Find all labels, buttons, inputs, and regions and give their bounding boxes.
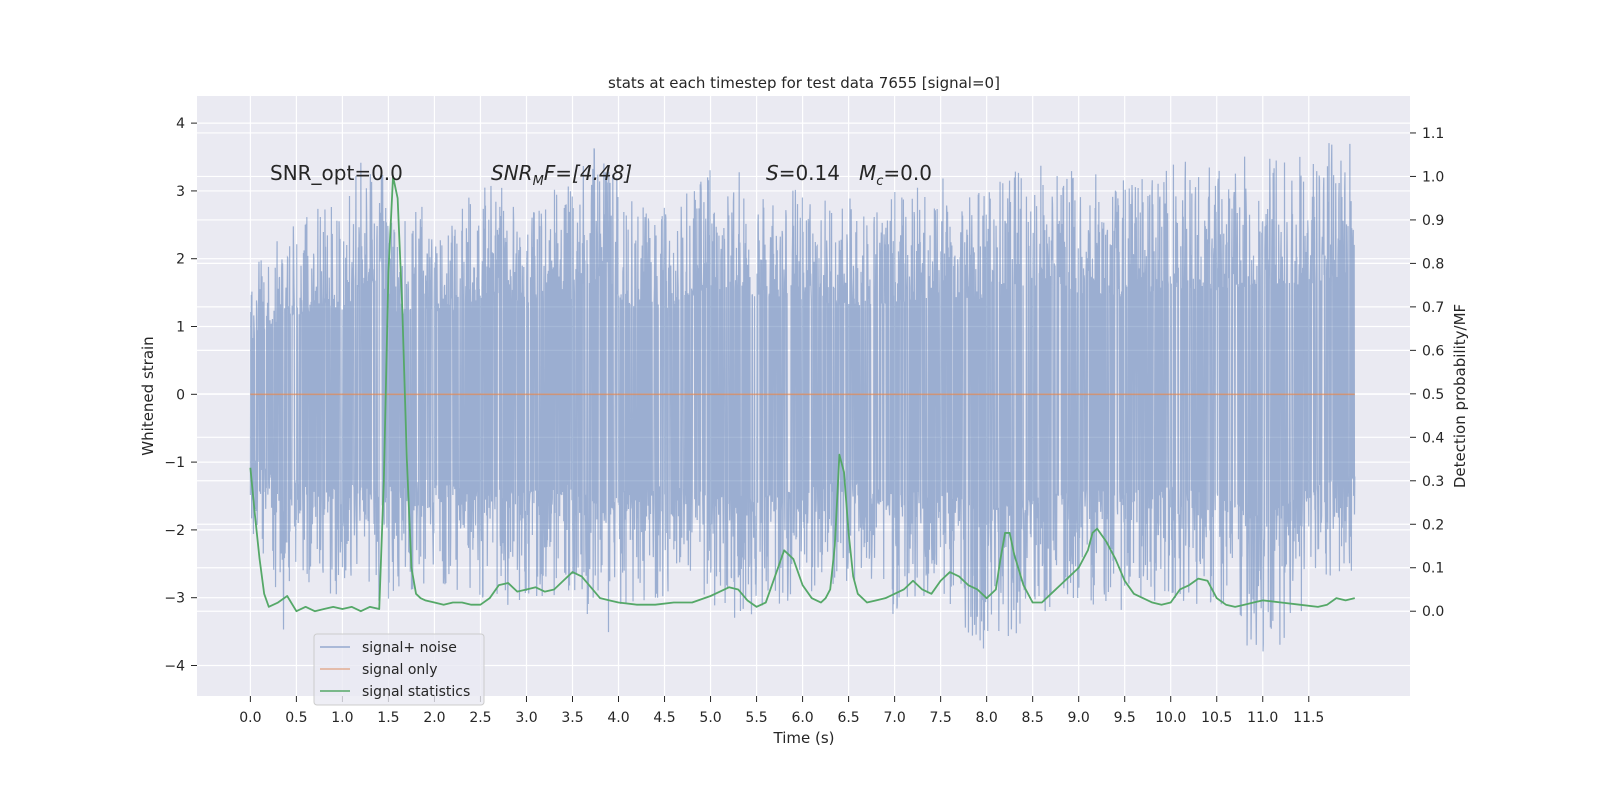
x-tick-label-16: 8.0 — [976, 710, 998, 726]
right-y-tick-label-1: 1.0 — [1422, 169, 1444, 185]
annotation-s-label: S — [766, 161, 779, 185]
right-y-tick-label-2: 0.9 — [1422, 213, 1444, 229]
x-tick-label-8: 4.0 — [607, 710, 629, 726]
legend-label-signal-statistics: signal statistics — [362, 684, 470, 700]
right-y-tick-label-6: 0.5 — [1422, 387, 1444, 403]
annotation-snr-opt: SNR_opt=0.0 — [270, 161, 403, 185]
x-tick-label-11: 5.5 — [745, 710, 767, 726]
legend-box — [313, 633, 485, 706]
x-tick-label-21: 10.5 — [1201, 710, 1232, 726]
x-tick-label-10: 5.0 — [699, 710, 721, 726]
signal-plus-noise-line — [249, 143, 1356, 652]
x-tick-label-20: 10.0 — [1155, 710, 1186, 726]
y-tick-label-4: 0 — [176, 387, 185, 403]
x-tick-label-18: 9.0 — [1068, 710, 1090, 726]
chart-title: stats at each timestep for test data 765… — [608, 74, 1000, 92]
annotation-mc-sub: c — [876, 174, 883, 189]
x-tick-label-19: 9.5 — [1114, 710, 1136, 726]
annotation-snr-mf-label: SNR — [491, 161, 533, 185]
y-tick-label-1: 3 — [176, 184, 185, 200]
right-y-tick-label-8: 0.3 — [1422, 474, 1444, 490]
y-tick-label-6: −2 — [164, 523, 185, 539]
x-tick-label-2: 1.0 — [331, 710, 353, 726]
right-y-tick-label-11: 0.0 — [1422, 604, 1444, 620]
annotation-mc-value: =0.0 — [883, 161, 932, 185]
y-axis-ticks: 4 3 2 1 0 −1 −2 −3 −4 — [164, 116, 197, 674]
x-tick-label-4: 2.0 — [423, 710, 445, 726]
right-y-tick-label-5: 0.6 — [1422, 343, 1444, 359]
annotation-snr-mf: SNRMF=[4.48] — [491, 161, 632, 189]
right-y-tick-label-7: 0.4 — [1422, 430, 1444, 446]
series-signal-plus-noise — [249, 143, 1356, 652]
right-y-tick-label-9: 0.2 — [1422, 517, 1444, 533]
right-y-axis-ticks: 1.1 1.0 0.9 0.8 0.7 0.6 0.5 0.4 0.3 0.2 0.1 0.0 — [1410, 126, 1444, 620]
y-tick-label-3: 1 — [176, 320, 185, 336]
x-tick-label-15: 7.5 — [929, 710, 951, 726]
right-y-tick-label-10: 0.1 — [1422, 561, 1444, 577]
x-tick-label-0: 0.0 — [239, 710, 261, 726]
y-tick-label-2: 2 — [176, 252, 185, 268]
x-tick-label-9: 4.5 — [653, 710, 675, 726]
x-tick-label-22: 11.0 — [1247, 710, 1278, 726]
x-tick-label-3: 1.5 — [377, 710, 399, 726]
right-y-tick-label-0: 1.1 — [1422, 126, 1444, 142]
annotation-mc: Mc=0.0 — [859, 161, 932, 189]
y-axis-label: Whitened strain — [139, 336, 157, 455]
legend-label-signal-only: signal only — [362, 662, 437, 678]
y-tick-label-5: −1 — [164, 455, 185, 471]
y-tick-label-8: −4 — [164, 658, 185, 674]
x-tick-label-12: 6.0 — [791, 710, 813, 726]
y-tick-label-0: 4 — [176, 116, 185, 132]
x-axis-label: Time (s) — [773, 729, 835, 747]
x-tick-label-1: 0.5 — [285, 710, 307, 726]
legend: signal+ noise signal only signal statist… — [313, 633, 485, 706]
signal-statistics-line — [249, 175, 1355, 613]
annotation-snr-mf-sub: M — [533, 174, 544, 189]
annotation-snr-mf-rest: F=[4.48] — [544, 161, 632, 185]
right-y-axis-label: Detection probability/MF — [1451, 304, 1469, 488]
right-y-tick-label-4: 0.7 — [1422, 300, 1444, 316]
annotation-s-value: =0.14 — [779, 161, 840, 185]
x-tick-label-6: 3.0 — [515, 710, 537, 726]
right-y-tick-label-3: 0.8 — [1422, 256, 1444, 272]
y-tick-label-7: −3 — [164, 591, 185, 607]
x-tick-label-5: 2.5 — [469, 710, 491, 726]
x-tick-label-13: 6.5 — [837, 710, 859, 726]
annotation-s: S=0.14 — [766, 161, 840, 185]
legend-label-signal-plus-noise: signal+ noise — [362, 640, 457, 656]
x-tick-label-23: 11.5 — [1293, 710, 1324, 726]
series-signal-statistics — [249, 175, 1355, 613]
x-tick-label-14: 7.0 — [883, 710, 905, 726]
annotation-mc-label: M — [859, 161, 876, 185]
x-axis-ticks: 0.0 0.5 1.0 1.5 2.0 2.5 3.0 3.5 4.0 4.5 5.0 5.5 6.0 6… — [239, 696, 1324, 726]
x-tick-label-17: 8.5 — [1022, 710, 1044, 726]
x-tick-label-7: 3.5 — [561, 710, 583, 726]
